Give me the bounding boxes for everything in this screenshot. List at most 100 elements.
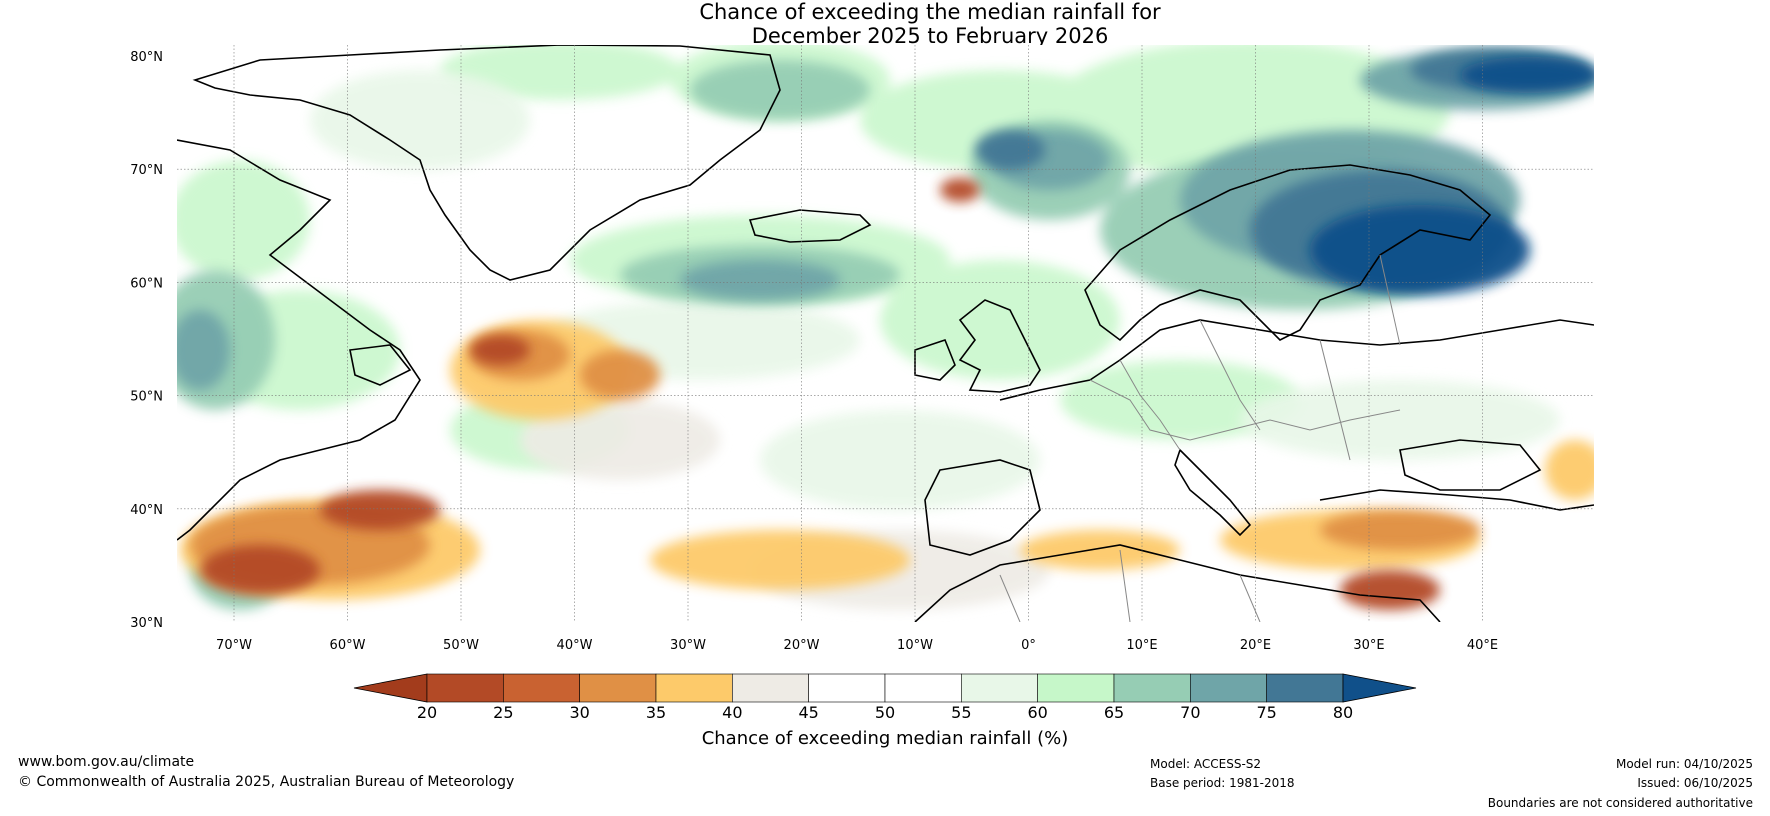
colorbar-tick-label: 50 [875,703,895,722]
colorbar [353,673,1417,703]
lat-label: 70°N [130,163,163,178]
colorbar-segment [503,673,580,703]
model-name: Model: ACCESS-S2 [1150,757,1262,771]
colorbar-segment [655,673,733,703]
lon-label: 60°W [330,638,366,653]
colorbar-tick-label: 20 [417,703,437,722]
colorbar-segment [1113,673,1191,703]
field-patch [1020,530,1180,570]
map-title: Chance of exceeding the median rainfall … [0,0,1770,48]
lon-label: 30°E [1353,638,1384,653]
latitude-labels: 80°N 70°N 60°N 50°N 40°N 30°N [130,50,163,631]
map-title-line1: Chance of exceeding the median rainfall … [699,0,1161,24]
lon-label: 0° [1021,638,1036,653]
field-patch [200,545,320,595]
graticule [177,45,1594,622]
field-patch [177,310,230,390]
lat-label: 30°N [130,616,163,631]
border-line [1319,339,1351,461]
turkey-coast [1319,489,1594,511]
border-line [999,574,1021,622]
probability-field [177,45,1594,622]
lon-label: 10°E [1126,638,1157,653]
lon-label: 40°W [557,638,593,653]
colorbar-tick-label: 75 [1256,703,1276,722]
lon-label: 20°W [784,638,820,653]
field-patch [1310,205,1530,295]
field-patch [580,350,660,400]
colorbar-extend-low [353,673,428,703]
colorbar-segment [579,673,657,703]
colorbar-tick-label: 35 [646,703,666,722]
model-run-date: Model run: 04/10/2025 [1615,757,1753,771]
field-patch [177,160,310,280]
field-patch [1545,440,1594,500]
website-link[interactable]: www.bom.gov.au/climate [18,754,195,770]
iberia-coast [924,459,1041,556]
colorbar-extend-high [1342,673,1417,703]
colorbar-segment [1266,673,1344,703]
field-patch [1340,570,1440,610]
border-line [1379,254,1401,346]
greenland-coast [192,45,781,281]
colorbar-ticks: 20 25 30 35 40 45 50 55 60 65 70 75 80 [417,703,1353,722]
border-line [1119,549,1131,622]
colorbar-segment [1037,673,1115,703]
boundaries-disclaimer: Boundaries are not considered authoritat… [1487,796,1753,810]
border-line [1089,379,1401,441]
field-patch [520,400,720,480]
border-line [1199,319,1261,431]
scandinavia-coast [1084,164,1492,342]
colorbar-segment [732,673,809,703]
lon-label: 70°W [216,638,252,653]
base-period: Base period: 1981-2018 [1150,776,1295,790]
lat-label: 60°N [130,276,163,291]
britain-coast [958,299,1041,393]
field-patch [940,178,980,202]
copyright-text: © Commonwealth of Australia 2025, Austra… [18,774,515,790]
africa-coast [914,544,1441,622]
field-patch [650,530,910,590]
field-patch [320,490,440,530]
longitude-labels: 70°W 60°W 50°W 40°W 30°W 20°W 10°W 0° 10°E 20°E 30… [216,638,1498,653]
field-patch [470,335,530,365]
colorbar-segment [961,673,1038,703]
black-sea-coast [1399,439,1542,491]
colorbar-tick-label: 60 [1027,703,1047,722]
border-line [1119,359,1181,451]
field-patch [1460,57,1594,93]
coastlines [177,45,1594,622]
field-patch [760,410,1040,510]
map-title-line2: December 2025 to February 2026 [751,24,1109,48]
field-patch [680,260,840,300]
colorbar-tick-label: 25 [493,703,513,722]
lat-label: 40°N [130,503,163,518]
colorbar-segment [884,673,962,703]
colorbar-tick-label: 65 [1104,703,1124,722]
lon-label: 30°W [670,638,706,653]
colorbar-segment [808,673,886,703]
colorbar-segment [426,673,504,703]
colorbar-label: Chance of exceeding median rainfall (%) [701,728,1069,749]
field-patch [880,260,1120,380]
colorbar-segment [1190,673,1267,703]
colorbar-tick-label: 80 [1333,703,1353,722]
iceland-coast [748,209,872,243]
colorbar-tick-label: 55 [951,703,971,722]
lon-label: 20°E [1240,638,1271,653]
lat-label: 80°N [130,50,163,65]
field-patch [975,130,1045,170]
lat-label: 50°N [130,390,163,405]
issued-date: Issued: 06/10/2025 [1637,776,1753,790]
field-patch [310,70,530,170]
italy-coast [1174,448,1252,537]
canada-coast [177,139,421,541]
lon-label: 50°W [443,638,479,653]
colorbar-tick-label: 45 [798,703,818,722]
field-patch [1320,510,1480,550]
border-line [1239,574,1261,622]
field-patch [1240,380,1560,460]
colorbar-tick-label: 40 [722,703,742,722]
lon-label: 10°W [897,638,933,653]
